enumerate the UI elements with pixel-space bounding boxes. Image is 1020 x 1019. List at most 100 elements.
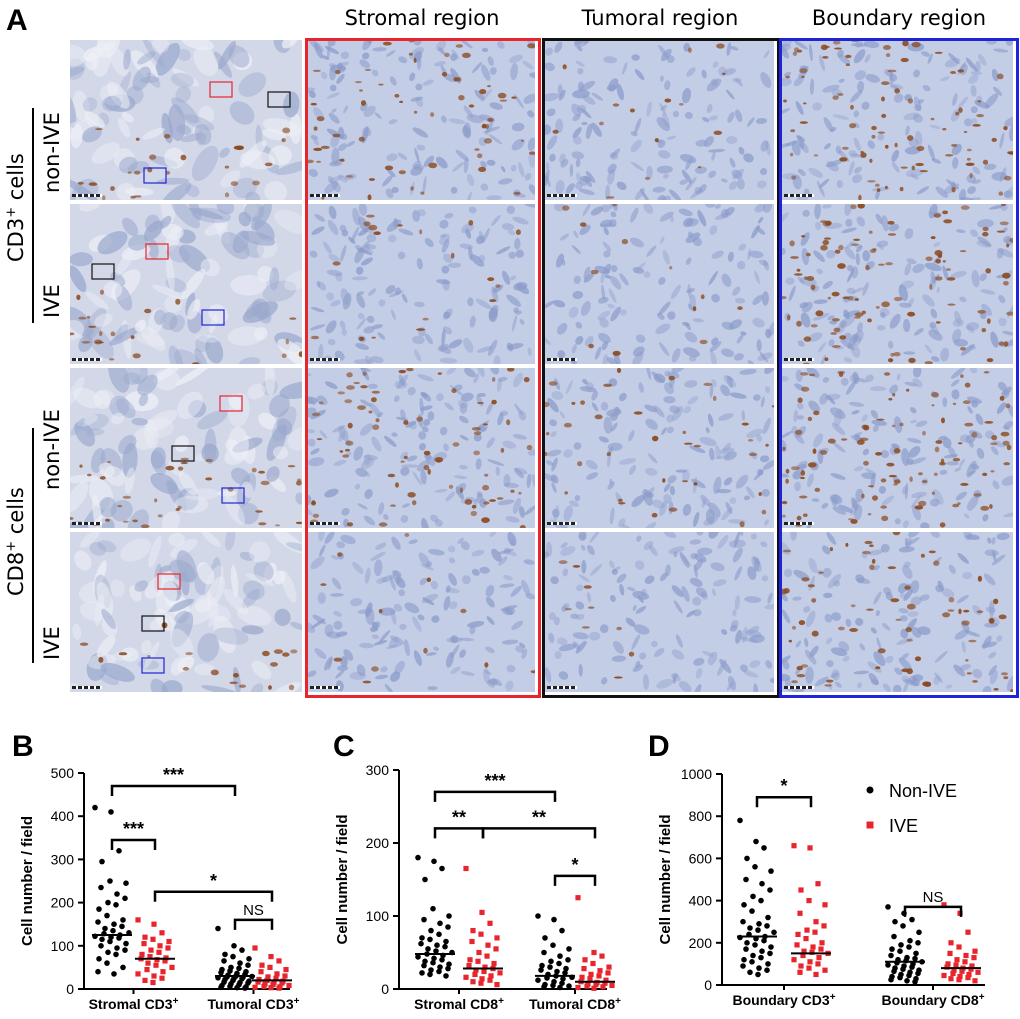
micrograph-tumoral-row-2: [545, 204, 774, 364]
data-point-non-ive: [566, 983, 572, 989]
panel-c-letter: C: [333, 730, 355, 763]
data-point-non-ive: [756, 921, 762, 927]
legend-marker-ive: [866, 821, 874, 829]
group-label-cd8: CD8+ cells: [4, 487, 28, 596]
micrograph-overview-row-2: [70, 204, 302, 364]
scale-bar: [72, 358, 102, 361]
data-point-ive: [166, 938, 172, 945]
data-point-non-ive: [542, 935, 548, 941]
data-point-non-ive: [752, 864, 758, 870]
data-point-ive: [972, 978, 978, 984]
stain-texture: [308, 532, 535, 692]
row-label-cd3-ive: IVE: [40, 284, 64, 318]
data-point-non-ive: [892, 918, 898, 925]
data-point-ive: [953, 962, 959, 968]
data-point-non-ive: [218, 984, 224, 991]
data-point-non-ive: [740, 963, 746, 969]
group-label-cd3: CD3+ cells: [4, 153, 28, 262]
data-point-ive: [951, 967, 957, 973]
data-point-non-ive: [909, 964, 915, 970]
stain-texture: [782, 532, 1013, 692]
x-category-superscript: +: [294, 996, 300, 1007]
data-point-ive: [798, 963, 804, 969]
data-point-ive: [159, 930, 165, 936]
data-point-ive: [969, 963, 975, 969]
data-point-non-ive: [431, 955, 437, 962]
data-point-ive: [963, 952, 969, 959]
data-point-non-ive: [430, 959, 436, 966]
data-point-non-ive: [535, 913, 541, 919]
data-point-ive: [797, 969, 803, 975]
data-point-non-ive: [551, 916, 557, 923]
data-point-ive: [273, 975, 279, 981]
data-point-ive: [815, 961, 821, 967]
data-point-ive: [491, 960, 497, 967]
significance-bracket: [110, 838, 157, 850]
data-point-ive: [165, 945, 171, 951]
significance-label: ***: [123, 819, 144, 839]
data-point-ive: [600, 984, 606, 990]
data-point-ive: [479, 976, 485, 982]
data-point-non-ive: [559, 927, 565, 934]
stain-texture: [70, 204, 302, 364]
data-point-ive: [478, 980, 484, 986]
x-category-label: Stromal CD8+: [414, 996, 504, 1013]
data-point-ive: [494, 935, 500, 941]
data-point-ive: [587, 976, 593, 982]
data-point-ive: [151, 921, 157, 927]
stain-texture: [782, 40, 1013, 200]
data-point-non-ive: [415, 954, 421, 960]
roi-box-stromal: [209, 81, 233, 98]
y-tick-label: 200: [366, 835, 390, 851]
data-point-ive: [950, 970, 956, 976]
y-axis-label: Cell number / field: [19, 816, 36, 946]
data-point-non-ive: [566, 946, 572, 952]
stain-texture: [70, 368, 302, 528]
data-point-non-ive: [111, 921, 117, 927]
data-point-non-ive: [102, 925, 108, 932]
data-point-non-ive: [95, 968, 101, 975]
data-point-non-ive: [113, 951, 119, 958]
stain-texture: [545, 204, 774, 364]
data-point-ive: [481, 968, 487, 975]
data-point-non-ive: [737, 817, 743, 824]
data-point-ive: [804, 927, 810, 933]
data-point-ive: [252, 945, 258, 951]
micrograph-overview-row-4: [70, 532, 302, 692]
data-point-ive: [470, 928, 476, 934]
data-point-non-ive: [105, 949, 111, 956]
data-point-ive: [962, 959, 968, 965]
data-point-non-ive: [559, 980, 565, 986]
data-point-ive: [813, 919, 819, 925]
data-point-non-ive: [761, 845, 767, 851]
data-point-ive: [794, 942, 800, 948]
data-point-ive: [258, 969, 264, 975]
data-point-non-ive: [114, 891, 120, 897]
data-point-ive: [956, 977, 962, 983]
data-point-ive: [588, 971, 594, 977]
data-point-non-ive: [425, 946, 431, 952]
data-point-ive: [144, 967, 150, 973]
data-point-non-ive: [215, 925, 221, 932]
data-point-ive: [479, 909, 485, 915]
data-point-non-ive: [234, 984, 240, 991]
micrograph-boundary-row-3: [782, 368, 1013, 528]
data-point-non-ive: [767, 950, 773, 957]
data-point-non-ive: [218, 969, 224, 976]
y-tick-label: 100: [51, 938, 75, 954]
stain-texture: [70, 532, 302, 692]
micrograph-stromal-row-4: [308, 532, 535, 692]
y-tick-label: 800: [689, 808, 713, 824]
data-point-ive: [169, 964, 175, 970]
data-point-ive: [575, 984, 581, 991]
data-point-ive: [487, 920, 493, 926]
significance-bracket: [233, 918, 274, 930]
y-tick-label: 300: [366, 762, 390, 778]
data-point-ive: [472, 971, 478, 977]
data-point-ive: [581, 966, 587, 972]
y-tick-label: 0: [381, 981, 389, 997]
data-point-non-ive: [741, 902, 747, 908]
data-point-non-ive: [123, 940, 129, 947]
data-point-ive: [582, 957, 588, 963]
significance-label: *: [210, 871, 217, 891]
